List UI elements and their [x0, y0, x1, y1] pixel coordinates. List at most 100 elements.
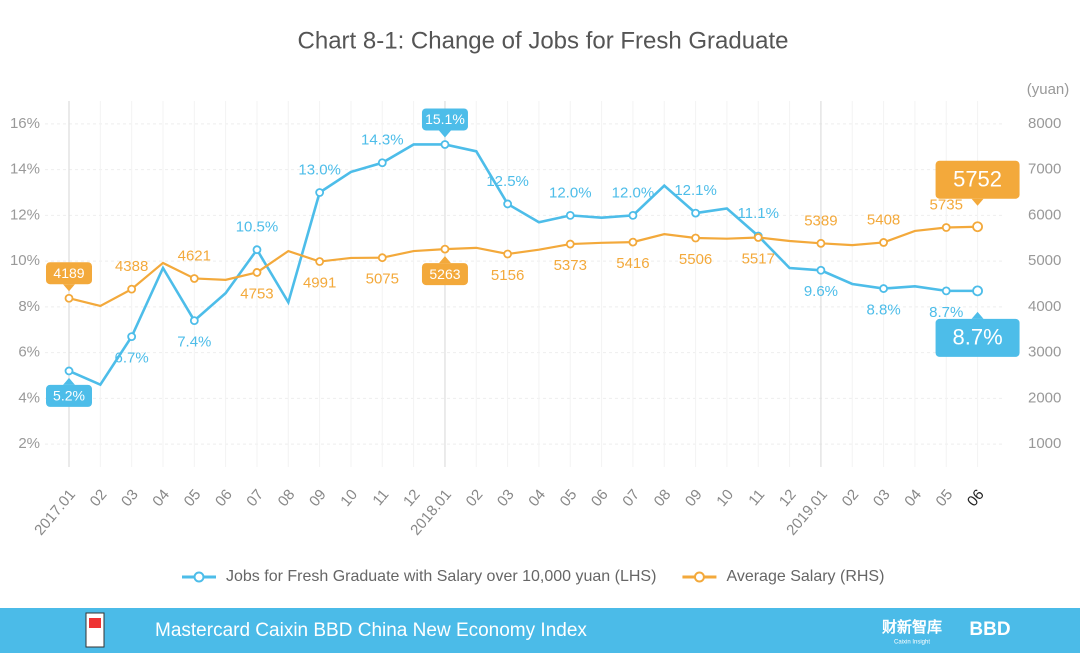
y2-tick-label: 7000	[1028, 161, 1061, 178]
point	[189, 316, 199, 326]
label-box	[421, 108, 468, 131]
data-label: 5752	[953, 167, 1002, 192]
y-tick-label: 10%	[10, 252, 40, 269]
y-tick-label: 2%	[18, 435, 40, 452]
x-tick-label: 05	[933, 486, 957, 510]
data-label: 13.0%	[298, 161, 341, 178]
point	[941, 286, 951, 296]
data-label: 4388	[115, 258, 148, 275]
point	[189, 274, 199, 283]
data-label: 15.1%	[425, 111, 465, 127]
data-label: 5517	[742, 250, 775, 267]
data-label: 8.7%	[952, 325, 1002, 350]
x-tick-label: 02	[839, 486, 863, 510]
x-tick-label: 09	[682, 486, 706, 510]
data-label: 5373	[554, 257, 587, 274]
y-tick-label: 12%	[10, 206, 40, 223]
label-pointer	[438, 256, 451, 264]
point	[691, 233, 700, 243]
point	[127, 284, 137, 294]
point	[377, 158, 387, 168]
data-label: 5506	[679, 251, 712, 268]
data-label: 4621	[178, 247, 211, 264]
x-tick-label: 09	[306, 486, 330, 510]
x-tick-label: 07	[619, 486, 643, 510]
footer-logo: 财新智库	[882, 618, 942, 636]
point	[628, 237, 638, 247]
data-label: 5735	[930, 196, 963, 213]
legend-label: Average Salary (RHS)	[726, 568, 884, 585]
point	[503, 249, 513, 259]
point	[565, 239, 575, 249]
y-tick-label: 6%	[18, 344, 40, 361]
data-label: 6.7%	[115, 350, 149, 367]
y-tick-label: 4%	[18, 389, 40, 406]
point	[941, 223, 951, 232]
point	[816, 238, 826, 248]
data-label: 12.0%	[549, 184, 592, 201]
data-label: 14.3%	[361, 132, 404, 149]
x-tick-label: 07	[243, 486, 267, 510]
data-label: 12.1%	[674, 182, 717, 199]
point	[315, 188, 325, 197]
y2-tick-label: 3000	[1028, 344, 1061, 361]
data-label: 5389	[804, 212, 837, 229]
x-tick-label: 08	[651, 486, 675, 510]
point	[565, 210, 575, 220]
data-label: 5263	[429, 266, 460, 282]
point	[64, 293, 74, 303]
chart-title: Chart 8-1: Change of Jobs for Fresh Grad…	[298, 27, 789, 54]
point	[753, 233, 763, 242]
label-pointer	[438, 130, 451, 138]
data-label: 5.2%	[53, 388, 85, 404]
label-pointer	[63, 377, 75, 385]
point	[879, 238, 888, 247]
x-tick-label: 02	[463, 486, 487, 510]
label-pointer	[971, 198, 984, 206]
x-tick-label: 05	[557, 486, 581, 510]
footer-icon-part	[89, 618, 101, 628]
x-tick-label: 2017.01	[31, 486, 79, 538]
point	[64, 366, 74, 376]
point	[377, 253, 387, 263]
label-box	[46, 262, 92, 285]
y2-tick-label: 5000	[1028, 252, 1061, 269]
point	[252, 245, 262, 255]
x-tick-label: 02	[87, 486, 111, 510]
x-tick-label: 04	[901, 486, 925, 510]
label-box	[935, 160, 1020, 199]
x-tick-label: 11	[745, 486, 768, 509]
point	[816, 265, 826, 275]
data-label: 4189	[53, 265, 84, 281]
y-tick-label: 16%	[10, 115, 40, 132]
x-tick-label: 12	[776, 486, 800, 510]
y-tick-label: 8%	[18, 298, 40, 315]
point	[691, 208, 700, 218]
x-tick-label: 03	[494, 486, 518, 510]
x-tick-label: 11	[369, 486, 392, 509]
point	[440, 244, 450, 254]
x-tick-label: 06	[588, 486, 612, 510]
data-label: 7.4%	[177, 334, 211, 351]
label-pointer	[63, 284, 75, 292]
legend-label: Jobs for Fresh Graduate with Salary over…	[226, 568, 656, 585]
y2-axis-label: (yuan)	[1027, 81, 1070, 98]
data-label: 5416	[616, 255, 649, 272]
x-tick-label: 06	[212, 486, 236, 510]
point	[972, 285, 983, 297]
label-box	[46, 384, 92, 407]
legend-marker	[693, 571, 705, 583]
x-tick-label: 10	[337, 486, 361, 510]
x-tick-label: 04	[525, 486, 549, 510]
point	[628, 210, 638, 220]
y2-tick-label: 8000	[1028, 115, 1061, 132]
data-label: 8.7%	[929, 304, 963, 321]
point	[503, 199, 513, 209]
x-tick-label: 04	[149, 486, 173, 510]
data-label: 4991	[303, 275, 336, 292]
x-tick-label: 10	[713, 486, 737, 510]
data-label: 12.0%	[612, 184, 655, 201]
point	[972, 221, 983, 233]
point	[252, 268, 262, 277]
